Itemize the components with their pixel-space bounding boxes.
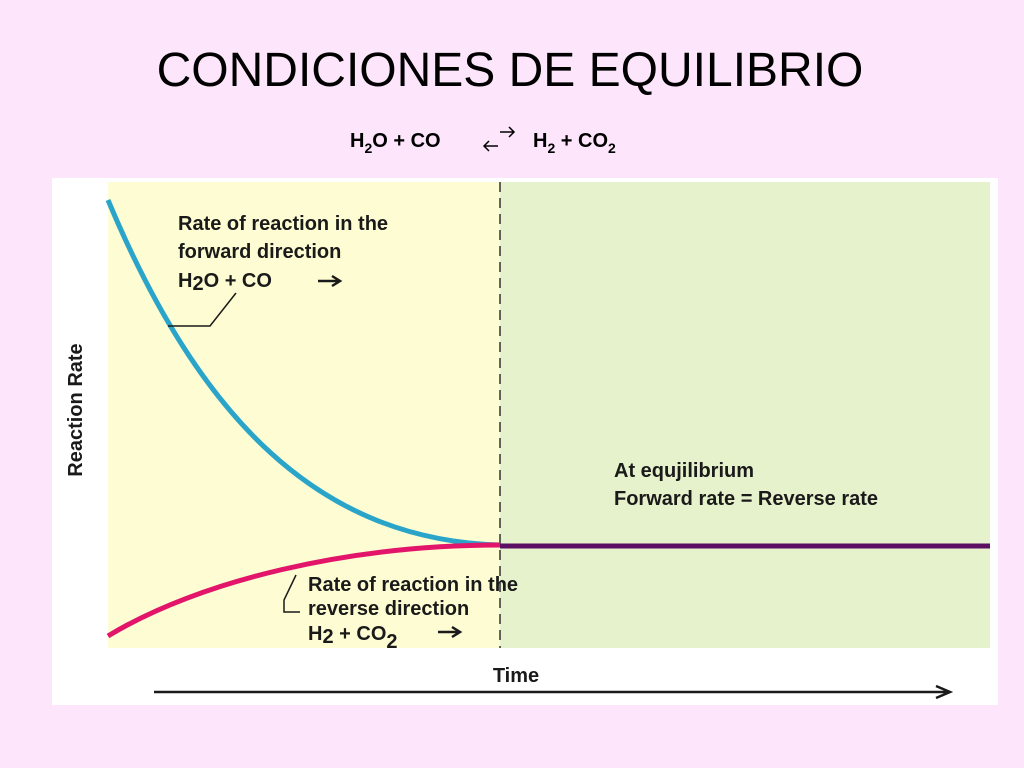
sub: 2 bbox=[322, 626, 333, 648]
reverse-formula: H2 + CO2 bbox=[308, 623, 398, 653]
pre-equilibrium-region bbox=[108, 182, 500, 648]
equilibrium-region bbox=[500, 182, 990, 648]
sub: 2 bbox=[364, 140, 372, 156]
arrow bbox=[438, 625, 463, 639]
sym: H bbox=[350, 130, 364, 152]
slide-title: CONDICIONES DE EQUILIBRIO bbox=[157, 44, 864, 97]
equilibrium-label: At equjilibrium bbox=[614, 460, 754, 482]
reverse-curve bbox=[106, 542, 501, 639]
x-axis-label: Time bbox=[493, 665, 539, 687]
leader-line bbox=[168, 292, 237, 327]
sub: 2 bbox=[386, 631, 397, 653]
sym: H bbox=[308, 623, 322, 645]
sub: 2 bbox=[547, 140, 555, 156]
y-axis-label: Reaction Rate bbox=[65, 343, 87, 476]
sub: 2 bbox=[192, 273, 203, 295]
forward-curve bbox=[105, 199, 501, 548]
equation-products: H2 + CO2 bbox=[533, 130, 616, 156]
sym: H bbox=[178, 270, 192, 292]
equilibrium-arrows bbox=[482, 126, 516, 152]
sub: 2 bbox=[608, 140, 616, 156]
equation-reactants: H2O + CO bbox=[350, 130, 441, 156]
sym: + CO bbox=[334, 623, 387, 645]
sym: H bbox=[533, 130, 547, 152]
leader-line bbox=[283, 574, 300, 613]
reverse-label: Rate of reaction in the bbox=[308, 574, 518, 596]
forward-label: Rate of reaction in the bbox=[178, 213, 388, 235]
sym: O + CO bbox=[372, 130, 440, 152]
forward-label: forward direction bbox=[178, 241, 341, 263]
reverse-label: reverse direction bbox=[308, 598, 469, 620]
time-arrow bbox=[154, 684, 954, 700]
sym: + CO bbox=[555, 130, 608, 152]
forward-formula: H2O + CO bbox=[178, 270, 272, 295]
equilibrium-label: Forward rate = Reverse rate bbox=[614, 488, 878, 510]
sym: O + CO bbox=[204, 270, 272, 292]
arrow bbox=[318, 274, 343, 288]
